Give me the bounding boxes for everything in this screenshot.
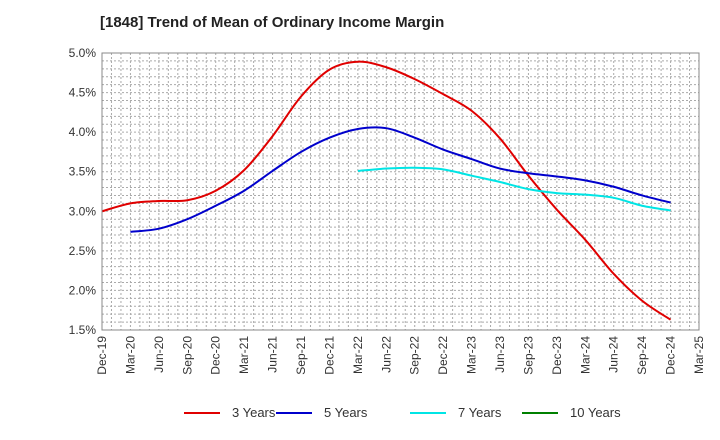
x-tick-label: Dec-23: [550, 336, 564, 375]
y-tick-label: 3.5%: [69, 165, 97, 179]
y-tick-label: 1.5%: [69, 323, 97, 337]
legend-label: 7 Years: [458, 405, 502, 420]
x-tick-label: Jun-21: [266, 336, 280, 373]
x-tick-label: Jun-22: [379, 336, 393, 373]
x-tick-label: Sep-22: [408, 336, 422, 375]
x-tick-label: Mar-25: [692, 336, 706, 374]
y-axis-ticks: 5.0% 4.5% 4.0% 3.5% 3.0% 2.5% 2.0% 1.5%: [69, 46, 97, 337]
legend-label: 3 Years: [232, 405, 276, 420]
grid: [102, 53, 699, 330]
x-axis-ticks: Dec-19 Mar-20 Jun-20 Sep-20 Dec-20 Mar-21 Jun-…: [95, 336, 706, 375]
legend-item: 3 Years: [184, 405, 275, 420]
legend-label: 10 Years: [570, 405, 621, 420]
y-tick-label: 2.5%: [69, 244, 97, 258]
x-tick-label: Jun-23: [493, 336, 507, 373]
x-tick-label: Dec-24: [664, 336, 678, 375]
x-tick-label: Mar-22: [351, 336, 365, 374]
legend-swatch: [410, 411, 446, 414]
legend-swatch: [276, 411, 312, 414]
x-tick-label: Mar-20: [123, 336, 137, 374]
series-lines: [101, 60, 672, 321]
x-tick-label: Sep-21: [294, 336, 308, 375]
series-line-7-years: [357, 166, 671, 212]
x-tick-label: Mar-24: [578, 336, 592, 374]
x-tick-label: Mar-21: [237, 336, 251, 374]
plot-area-border: [101, 52, 700, 331]
x-tick-label: Jun-20: [152, 336, 166, 373]
x-tick-label: Sep-24: [635, 336, 649, 375]
x-tick-label: Sep-20: [180, 336, 194, 375]
x-tick-label: Dec-22: [436, 336, 450, 375]
y-tick-label: 4.5%: [69, 86, 97, 100]
legend-item: 7 Years: [410, 405, 501, 420]
legend-label: 5 Years: [324, 405, 368, 420]
series-line-5-years: [130, 126, 671, 233]
chart-title: [1848] Trend of Mean of Ordinary Income …: [100, 14, 445, 31]
y-tick-label: 5.0%: [69, 46, 97, 60]
x-tick-label: Dec-19: [95, 336, 109, 375]
x-tick-label: Jun-24: [607, 336, 621, 373]
legend-item: 5 Years: [276, 405, 367, 420]
plot-area-background: [102, 53, 699, 330]
legend-swatch: [522, 411, 558, 414]
legend-item: 10 Years: [522, 405, 621, 420]
x-tick-label: Dec-21: [322, 336, 336, 375]
legend: 3 Years 5 Years 7 Years 10 Years: [0, 405, 720, 425]
y-tick-label: 3.0%: [69, 204, 97, 218]
x-tick-label: Mar-23: [465, 336, 479, 374]
series-line-3-years: [101, 60, 672, 321]
legend-swatch: [184, 411, 220, 414]
y-tick-label: 4.0%: [69, 125, 97, 139]
y-tick-label: 2.0%: [69, 283, 97, 297]
x-tick-label: Sep-23: [521, 336, 535, 375]
x-tick-label: Dec-20: [209, 336, 223, 375]
